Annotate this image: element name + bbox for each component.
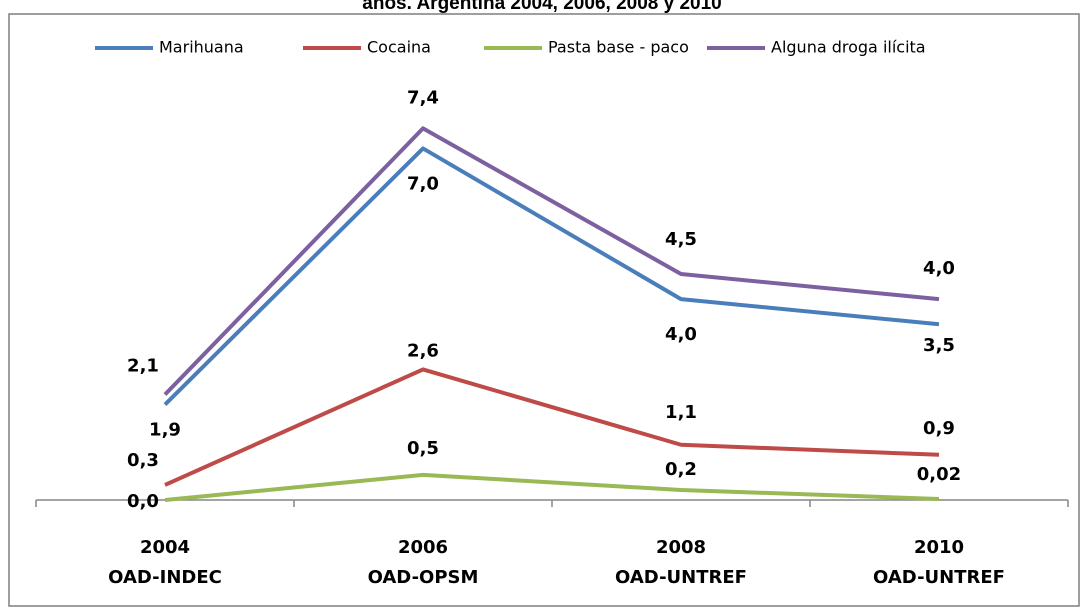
data-label: 4,5 bbox=[665, 229, 697, 250]
data-label: 0,3 bbox=[127, 450, 159, 471]
data-label: 3,5 bbox=[923, 335, 955, 356]
data-label: 4,0 bbox=[923, 258, 955, 279]
legend-label: Cocaina bbox=[367, 38, 431, 57]
legend-label: Pasta base - paco bbox=[548, 38, 689, 57]
data-label: 4,0 bbox=[665, 324, 697, 345]
data-label: 0,5 bbox=[407, 438, 439, 459]
series-line bbox=[163, 146, 940, 406]
series-line bbox=[163, 126, 940, 396]
x-tick-source: OAD-UNTREF bbox=[615, 567, 747, 588]
chart-title: años. Argentina 2004, 2006, 2008 y 2010 bbox=[362, 0, 721, 14]
data-label: 7,4 bbox=[407, 87, 439, 108]
series-line bbox=[164, 472, 940, 502]
series-line bbox=[164, 367, 940, 487]
x-tick-label: 2004 bbox=[140, 537, 190, 558]
data-label: 7,0 bbox=[407, 173, 439, 194]
x-tick-label: 2010 bbox=[914, 537, 964, 558]
legend-label: Marihuana bbox=[159, 38, 244, 57]
data-label: 2,6 bbox=[407, 340, 439, 361]
data-label: 0,9 bbox=[923, 418, 955, 439]
x-tick-label: 2006 bbox=[398, 537, 448, 558]
x-tick-source: OAD-OPSM bbox=[368, 567, 479, 588]
data-label: 0,0 bbox=[127, 491, 159, 512]
x-tick-label: 2008 bbox=[656, 537, 706, 558]
data-label: 1,1 bbox=[665, 402, 697, 423]
data-label: 0,2 bbox=[665, 459, 697, 480]
data-label: 0,02 bbox=[917, 464, 961, 485]
chart-frame bbox=[8, 13, 1080, 607]
x-tick-source: OAD-INDEC bbox=[108, 567, 222, 588]
data-label: 1,9 bbox=[149, 420, 181, 441]
legend-label: Alguna droga ilícita bbox=[771, 38, 926, 57]
x-tick-source: OAD-UNTREF bbox=[873, 567, 1005, 588]
data-label: 2,1 bbox=[127, 356, 159, 377]
